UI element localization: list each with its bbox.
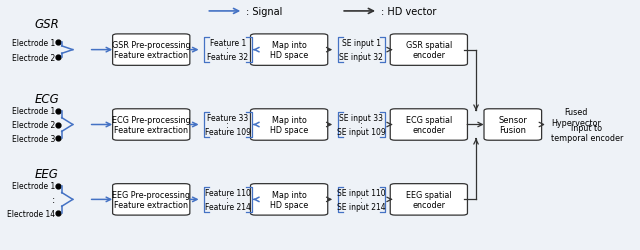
Text: Fused
Hypervector: Fused Hypervector <box>551 108 601 127</box>
Text: SE input 32: SE input 32 <box>339 53 383 62</box>
FancyBboxPatch shape <box>390 35 467 66</box>
Text: :: : <box>227 120 229 130</box>
Text: Electrode 14: Electrode 14 <box>7 209 55 218</box>
FancyBboxPatch shape <box>250 35 328 66</box>
Text: Map into
HD space: Map into HD space <box>270 41 308 60</box>
Text: SE input 33: SE input 33 <box>339 114 383 122</box>
Text: Feature 214: Feature 214 <box>205 202 251 211</box>
FancyBboxPatch shape <box>390 184 467 215</box>
Text: GSR Pre-processing
Feature extraction: GSR Pre-processing Feature extraction <box>112 41 191 60</box>
Text: :: : <box>360 120 363 130</box>
Text: Feature 32: Feature 32 <box>207 53 248 62</box>
FancyBboxPatch shape <box>113 109 190 141</box>
Text: SE input 1: SE input 1 <box>342 39 381 48</box>
Text: Map into
HD space: Map into HD space <box>270 115 308 135</box>
Text: Map into
HD space: Map into HD space <box>270 190 308 209</box>
Text: :: : <box>227 46 229 55</box>
Text: SE input 109: SE input 109 <box>337 128 386 136</box>
Text: Feature 109: Feature 109 <box>205 128 251 136</box>
Text: Feature 1: Feature 1 <box>210 39 246 48</box>
FancyBboxPatch shape <box>113 35 190 66</box>
FancyBboxPatch shape <box>484 109 541 141</box>
Text: : Signal: : Signal <box>246 7 283 17</box>
Text: :: : <box>360 46 363 55</box>
Text: :: : <box>360 195 363 204</box>
Text: Electrode 2: Electrode 2 <box>12 54 55 62</box>
FancyBboxPatch shape <box>113 184 190 215</box>
Text: Feature 33: Feature 33 <box>207 114 248 122</box>
Text: :: : <box>227 195 229 204</box>
Text: Electrode 1: Electrode 1 <box>12 107 55 116</box>
Text: Electrode 1: Electrode 1 <box>12 38 55 48</box>
Text: Sensor
Fusion: Sensor Fusion <box>499 115 527 135</box>
Text: SE input 110: SE input 110 <box>337 188 386 197</box>
FancyBboxPatch shape <box>250 109 328 141</box>
Text: :: : <box>52 194 55 204</box>
Text: Electrode 2: Electrode 2 <box>12 120 55 130</box>
FancyBboxPatch shape <box>250 184 328 215</box>
Text: Input to
temporal encoder: Input to temporal encoder <box>551 123 623 142</box>
Text: Electrode 1: Electrode 1 <box>12 182 55 190</box>
Text: ECG spatial
encoder: ECG spatial encoder <box>406 115 452 135</box>
Text: GSR: GSR <box>35 18 60 31</box>
Text: ECG Pre-processing
Feature extraction: ECG Pre-processing Feature extraction <box>112 115 191 135</box>
FancyBboxPatch shape <box>390 109 467 141</box>
Text: GSR spatial
encoder: GSR spatial encoder <box>406 41 452 60</box>
Text: : HD vector: : HD vector <box>381 7 436 17</box>
Text: EEG spatial
encoder: EEG spatial encoder <box>406 190 452 209</box>
Text: EEG: EEG <box>35 167 59 180</box>
Text: Feature 110: Feature 110 <box>205 188 251 197</box>
Text: ECG: ECG <box>35 92 60 105</box>
Text: Electrode 3: Electrode 3 <box>12 134 55 143</box>
Text: SE input 214: SE input 214 <box>337 202 386 211</box>
Text: EEG Pre-processing
Feature extraction: EEG Pre-processing Feature extraction <box>112 190 190 209</box>
